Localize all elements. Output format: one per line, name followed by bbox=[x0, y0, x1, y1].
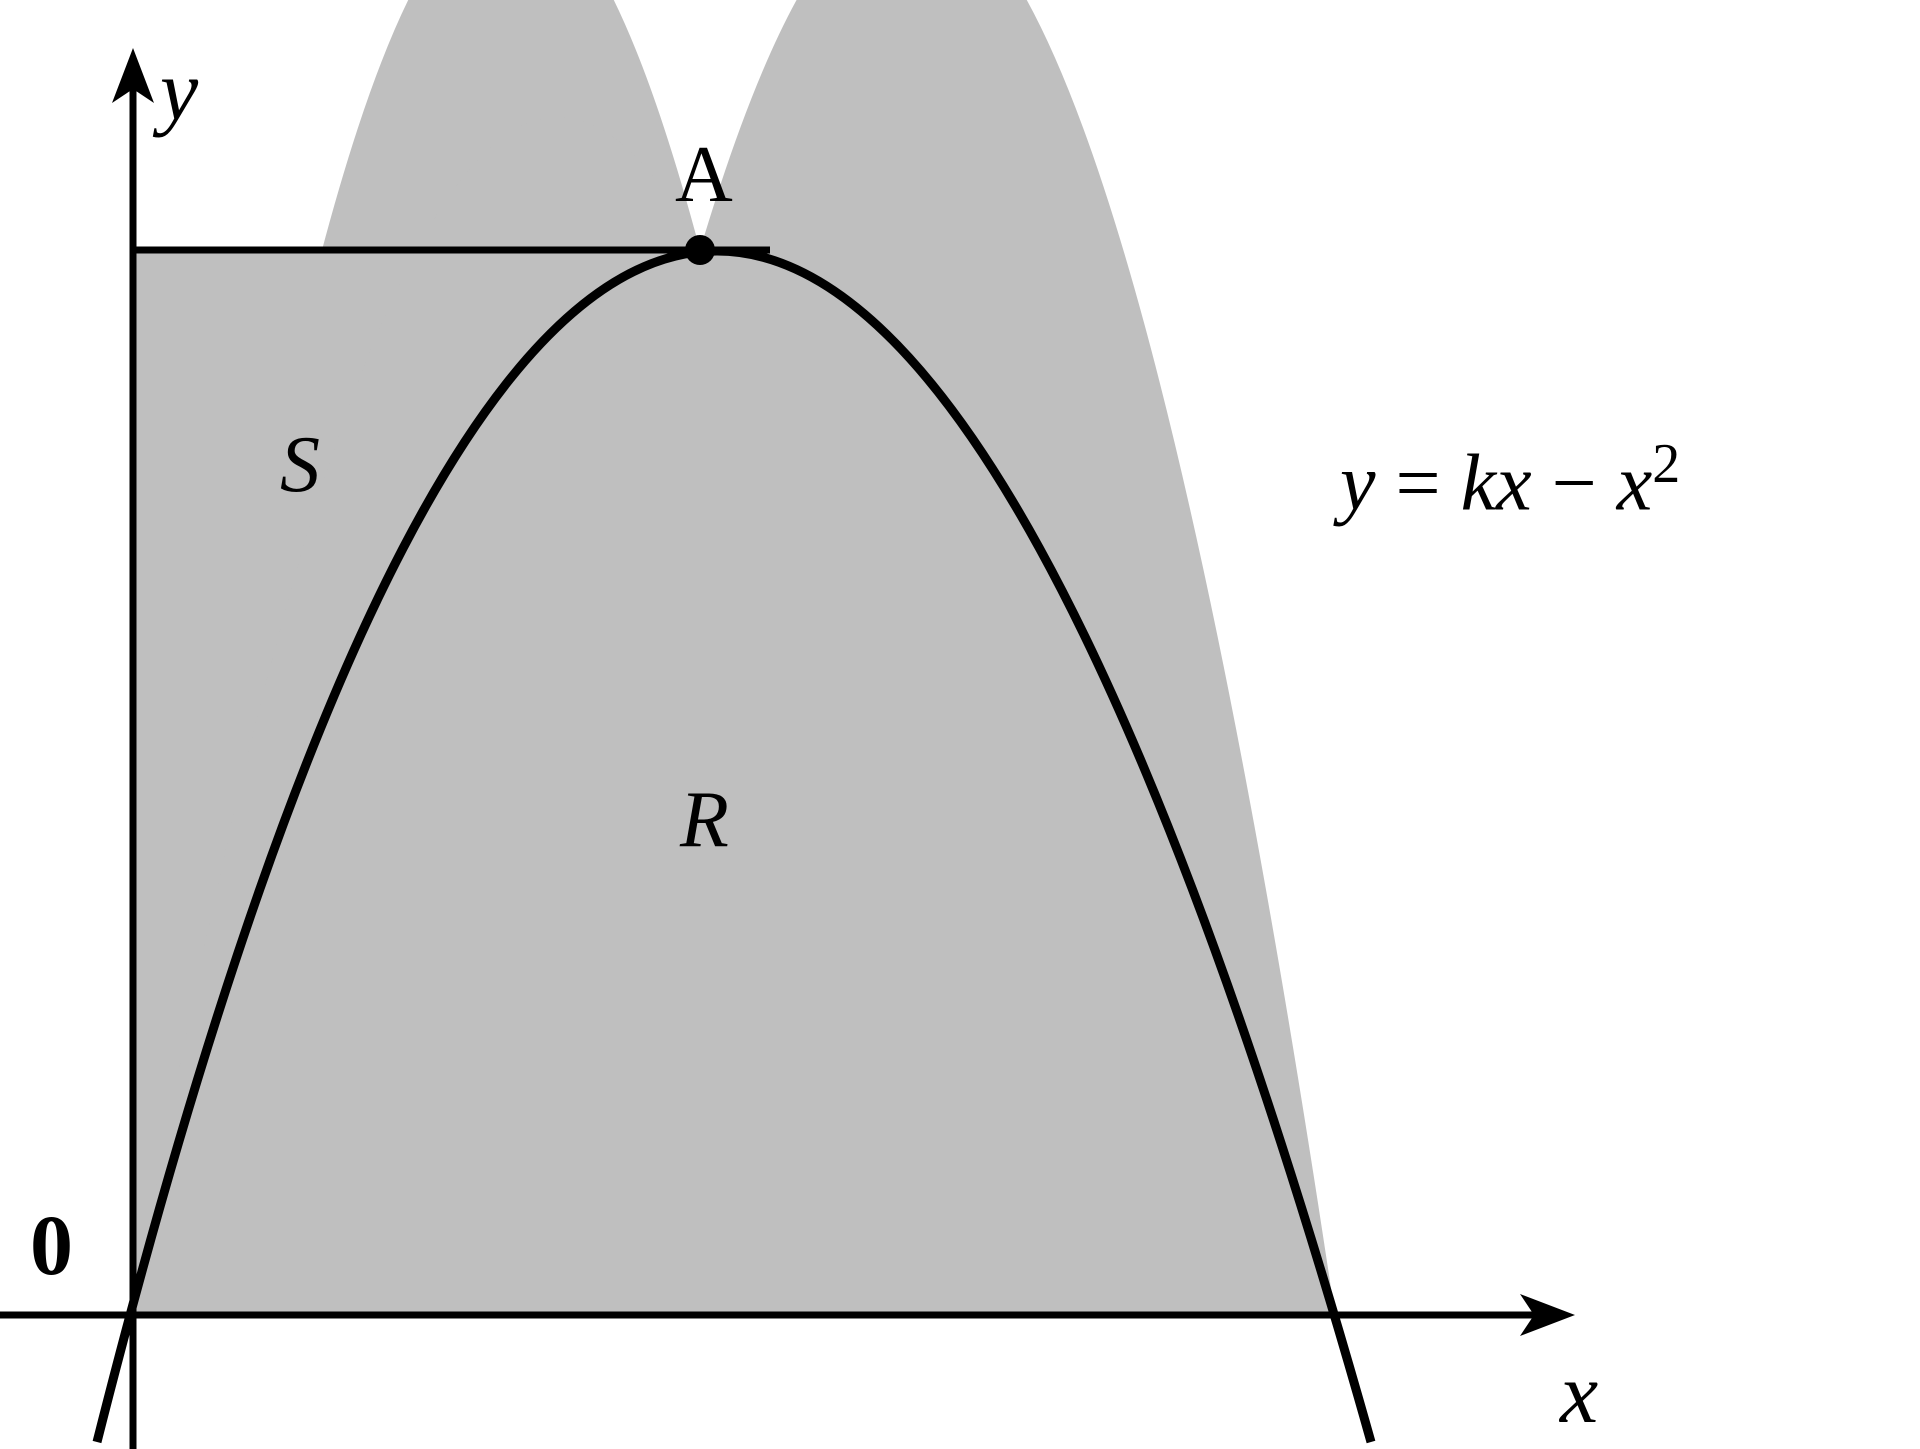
region-R-label: R bbox=[680, 775, 729, 866]
x-axis-label: x bbox=[1560, 1343, 1598, 1443]
y-axis-label: y bbox=[160, 40, 198, 140]
math-diagram-clean bbox=[0, 0, 1920, 1449]
region-S-label: S bbox=[280, 420, 320, 511]
point-A-label: A bbox=[675, 130, 733, 221]
point-A-clean bbox=[685, 235, 715, 265]
origin-label: 0 bbox=[30, 1195, 73, 1295]
equation-label: y = kx − x2 bbox=[1340, 432, 1680, 530]
